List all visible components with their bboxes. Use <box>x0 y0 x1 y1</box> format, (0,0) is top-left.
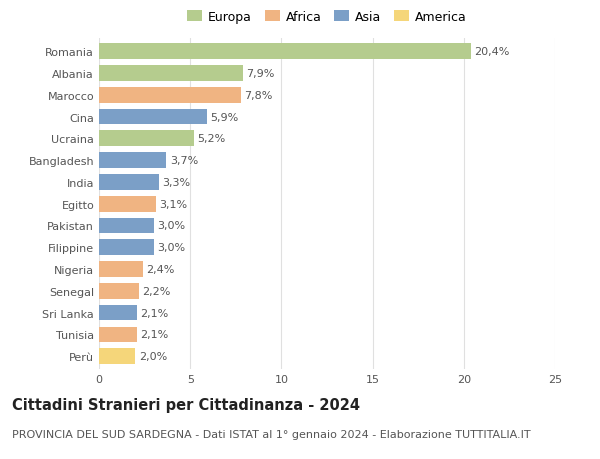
Text: 2,4%: 2,4% <box>146 264 175 274</box>
Text: 3,0%: 3,0% <box>157 221 185 231</box>
Bar <box>99 305 137 321</box>
Legend: Europa, Africa, Asia, America: Europa, Africa, Asia, America <box>184 8 470 26</box>
Bar <box>99 88 241 103</box>
Text: 7,8%: 7,8% <box>245 90 273 101</box>
Text: 7,9%: 7,9% <box>247 69 275 79</box>
Text: Cittadini Stranieri per Cittadinanza - 2024: Cittadini Stranieri per Cittadinanza - 2… <box>12 397 360 412</box>
Bar <box>99 153 166 168</box>
Bar <box>99 66 243 82</box>
Bar <box>99 175 159 190</box>
Text: 5,2%: 5,2% <box>197 134 226 144</box>
Text: 3,7%: 3,7% <box>170 156 198 166</box>
Text: 3,1%: 3,1% <box>159 199 187 209</box>
Bar <box>99 240 154 256</box>
Text: PROVINCIA DEL SUD SARDEGNA - Dati ISTAT al 1° gennaio 2024 - Elaborazione TUTTIT: PROVINCIA DEL SUD SARDEGNA - Dati ISTAT … <box>12 429 530 439</box>
Text: 3,0%: 3,0% <box>157 243 185 253</box>
Bar <box>99 109 206 125</box>
Bar <box>99 131 194 147</box>
Bar <box>99 327 137 342</box>
Text: 2,1%: 2,1% <box>140 330 169 340</box>
Text: 5,9%: 5,9% <box>210 112 238 122</box>
Bar <box>99 44 471 60</box>
Bar <box>99 349 136 364</box>
Bar <box>99 218 154 234</box>
Bar <box>99 262 143 277</box>
Text: 3,3%: 3,3% <box>163 178 191 188</box>
Bar <box>99 283 139 299</box>
Text: 2,1%: 2,1% <box>140 308 169 318</box>
Text: 20,4%: 20,4% <box>475 47 510 57</box>
Bar <box>99 196 155 212</box>
Text: 2,2%: 2,2% <box>142 286 171 296</box>
Text: 2,0%: 2,0% <box>139 352 167 361</box>
